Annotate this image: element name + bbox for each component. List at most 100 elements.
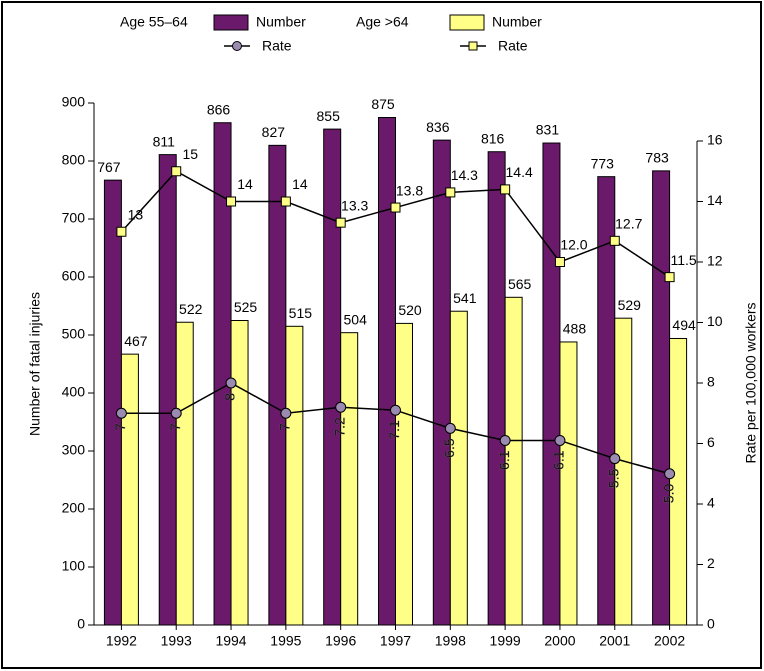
bar-label: 827 [262,124,286,140]
y-tick-label: 300 [62,442,86,458]
rate-point [335,401,347,413]
rate-point [609,453,621,465]
rate-label: 13.3 [341,197,368,213]
rate-point [499,434,511,446]
bar [158,154,177,626]
rate-point [115,407,127,419]
y2-tick-label: 16 [707,132,723,148]
bar [652,170,671,626]
bar [323,128,342,626]
legend-label: Rate [262,38,292,54]
bar [669,337,688,626]
bar [449,310,468,626]
legend-label: Number [492,14,542,30]
rate-label: 13 [128,206,144,222]
legend-marker [468,41,478,51]
rate-label: 11.5 [670,252,696,268]
bar-label: 831 [536,122,560,138]
rate-label: 14 [237,176,253,192]
bar [614,317,633,626]
bar [268,144,287,626]
rate-label: 5.5 [605,468,621,488]
bar [542,142,561,626]
bar-label: 541 [453,290,477,306]
rate-label: 7 [277,423,293,431]
y-tick-label: 0 [77,616,85,632]
bar-label: 855 [317,108,341,124]
rate-label: 8 [222,393,238,401]
legend-marker [232,41,242,51]
bar-label: 467 [124,333,148,349]
x-tick-label: 1998 [435,633,466,649]
bar-label: 520 [398,302,422,318]
rate-label: 14.4 [506,164,533,180]
x-tick-label: 2002 [654,633,685,649]
rate-label: 6.5 [441,438,457,458]
x-tick-label: 1996 [325,633,356,649]
bar [340,332,359,626]
legend-label: Number [256,14,306,30]
bar-label: 783 [645,150,669,166]
y2-axis-label: Rate per 100,000 workers [743,302,759,463]
bar-label: 773 [591,155,615,171]
y2-tick-label: 0 [707,616,715,632]
bar [378,117,396,626]
y2-tick-label: 14 [707,192,723,208]
legend-label: Rate [498,38,528,54]
bar-label: 529 [618,297,642,313]
x-tick-label: 2001 [599,633,630,649]
rate-label: 15 [182,146,198,162]
rate-point [664,468,676,480]
rate-point [226,196,237,207]
bar-label: 522 [179,301,203,317]
rate-point [280,407,292,419]
legend-swatch [213,14,249,31]
legend-group: Age 55–64 [120,14,188,30]
legend-group: Age >64 [356,14,409,30]
rate-label: 12.7 [615,216,642,232]
bar-label: 515 [289,305,313,321]
bar-label: 525 [234,299,258,315]
rate-label: 7.1 [386,420,402,440]
bar [230,320,249,626]
x-tick-label: 2000 [544,633,575,649]
rate-point [390,404,401,416]
y-tick-label: 700 [62,210,86,226]
y-axis-label: Number of fatal injuries [27,292,43,436]
y-tick-label: 200 [62,500,86,516]
rate-point [335,217,346,228]
y2-tick-label: 4 [707,495,715,511]
bar-label: 811 [153,133,176,149]
bar-label: 875 [371,96,395,112]
bar-label: 816 [481,130,505,146]
bar-label: 836 [426,119,450,135]
x-tick-label: 1999 [490,633,521,649]
rate-label: 6.1 [496,450,512,470]
bar [175,321,194,626]
rate-label: 5.0 [660,484,676,504]
rate-point [554,434,566,446]
bar-label: 866 [207,101,231,117]
rate-label: 7 [167,423,183,431]
rate-label: 14 [292,176,308,192]
rate-label: 7.2 [331,417,347,437]
rate-point [500,184,511,195]
rate-label: 13.8 [396,182,423,198]
rate-point [609,235,620,246]
rate-point [170,407,182,419]
rate-point [444,422,456,434]
rate-point [225,377,237,389]
rate-point [664,272,675,283]
x-tick-label: 1992 [106,633,137,649]
y2-tick-label: 8 [707,374,715,390]
x-tick-label: 1994 [215,633,246,649]
rate-point [554,257,565,267]
rate-label: 7 [112,423,128,431]
bar-label: 565 [508,276,532,292]
x-tick-label: 1995 [270,633,301,649]
rate-point [445,187,456,198]
bar-label: 488 [563,321,587,337]
rate-point [390,202,401,213]
bar [432,139,451,626]
bar-label: 767 [97,159,121,175]
